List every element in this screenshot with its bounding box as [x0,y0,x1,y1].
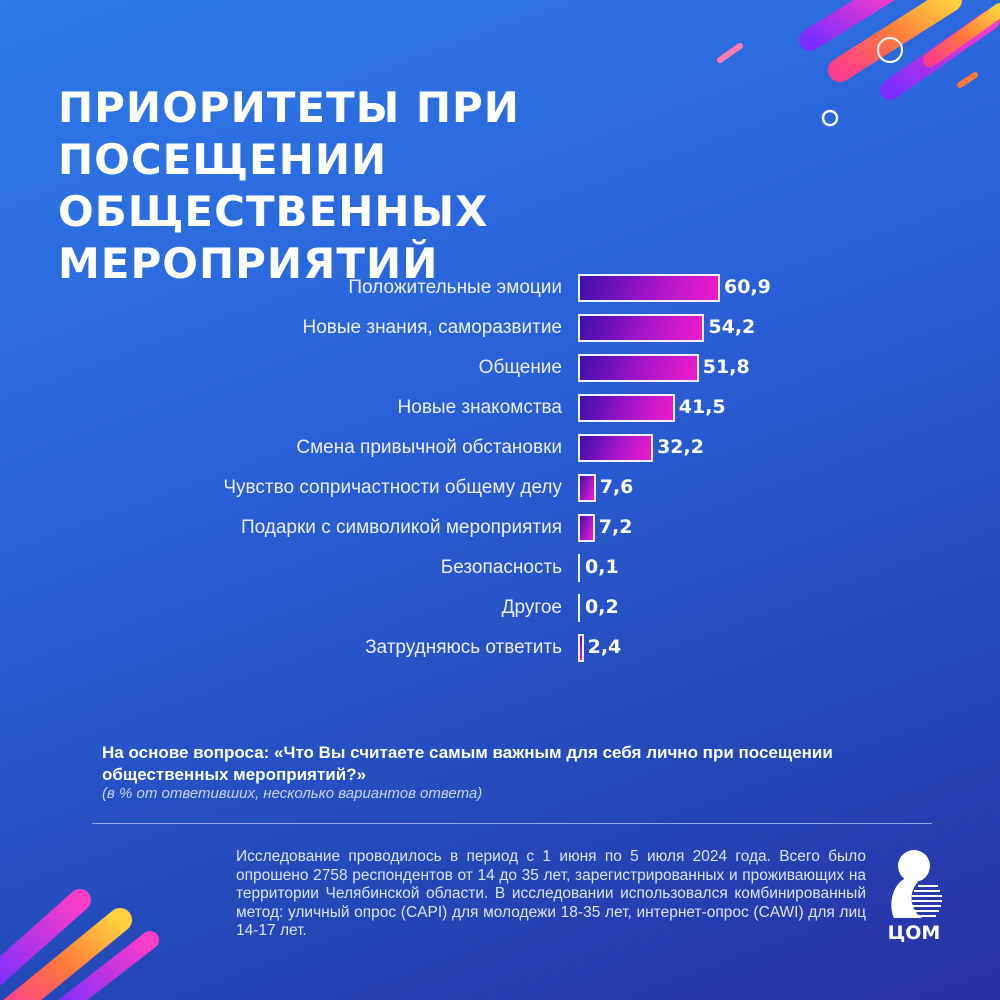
decorative-streaks-top-right [717,0,1000,127]
bar [578,354,699,382]
value-label: 0,1 [585,556,619,578]
bar [578,434,654,462]
category-label: Смена привычной обстановки [296,437,562,458]
value-label: 41,5 [678,396,726,418]
category-label: Новые знания, саморазвитие [302,317,562,338]
chart-row: Безопасность 0,1 [0,548,1000,588]
category-label: Положительные эмоции [348,277,562,298]
chart-row: Чувство сопричастности общему делу 7,6 [0,468,1000,508]
category-label: Чувство сопричастности общему делу [223,477,562,498]
value-label: 7,6 [599,476,634,498]
category-label: Другое [501,597,562,618]
category-label: Подарки с символикой мероприятия [240,517,562,538]
chart-row: Общение 51,8 [0,348,1000,388]
bar-chart: Положительные эмоции 60,9 Новые знания, са… [0,268,1000,668]
chart-row: Затрудняюсь ответить 2,4 [0,628,1000,668]
bar [578,394,675,422]
value-label: 32,2 [657,436,704,458]
bar [578,314,705,342]
chart-row: Положительные эмоции 60,9 [0,268,1000,308]
divider [92,823,932,824]
value-label: 0,2 [585,596,619,618]
chart-row: Новые знакомства 41,5 [0,388,1000,428]
chart-row: Смена привычной обстановки 32,2 [0,428,1000,468]
category-label: Безопасность [440,557,562,578]
bar [578,554,581,582]
note-text: (в % от ответивших, несколько вариантов … [102,785,483,802]
methodology-text: Исследование проводилось в период с 1 ию… [236,848,866,939]
category-label: Общение [478,357,562,378]
category-label: Новые знакомства [397,397,562,418]
chart-row: Подарки с символикой мероприятия 7,2 [0,508,1000,548]
chart-row: Новые знания, саморазвитие 54,2 [0,308,1000,348]
chart-row: Другое 0,2 [0,588,1000,628]
value-label: 60,9 [724,276,771,298]
value-label: 7,2 [598,516,633,538]
person-logo-icon [891,850,942,918]
value-label: 2,4 [587,636,622,658]
bar [578,634,584,662]
decorative-streaks-bottom-left [0,889,159,1000]
value-label: 54,2 [708,316,756,338]
logo-text: ЦОМ [887,922,941,944]
question-text: На основе вопроса: «Что Вы считаете самы… [102,743,833,784]
category-label: Затрудняюсь ответить [365,637,562,658]
value-label: 51,8 [702,356,750,378]
bar [578,474,596,502]
com-logo: ЦОМ [884,848,944,948]
bar [578,274,720,302]
page-title: ПРИОРИТЕТЫ ПРИ ПОСЕЩЕНИИ ОБЩЕСТВЕННЫХ МЕ… [58,83,520,288]
bar [578,514,595,542]
bar [578,594,581,622]
